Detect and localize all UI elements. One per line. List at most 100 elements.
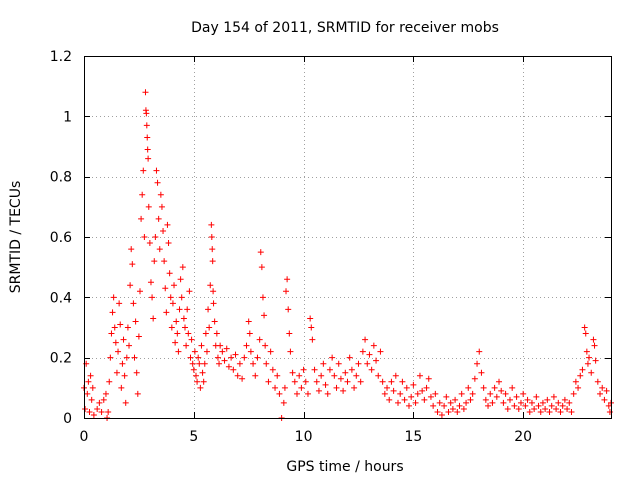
data-point	[568, 408, 575, 415]
data-point	[96, 399, 103, 406]
data-point	[209, 258, 216, 265]
data-point	[449, 405, 456, 412]
data-point	[423, 384, 430, 391]
data-point	[348, 366, 355, 373]
data-point	[489, 399, 496, 406]
data-point	[577, 372, 584, 379]
data-point	[102, 390, 109, 397]
data-point	[502, 390, 509, 397]
data-point	[397, 390, 404, 397]
y-axis-label: SRMTID / TECUs	[8, 181, 24, 294]
data-point	[302, 378, 309, 385]
data-point	[210, 300, 217, 307]
data-point	[164, 221, 171, 228]
data-point	[188, 336, 195, 343]
data-point	[498, 387, 505, 394]
data-point	[403, 384, 410, 391]
data-point	[570, 390, 577, 397]
data-point	[414, 390, 421, 397]
data-point	[520, 390, 527, 397]
x-tick-labels: 0 5 10 15 20	[80, 429, 533, 445]
data-point	[526, 408, 533, 415]
data-point	[487, 390, 494, 397]
data-point	[151, 258, 158, 265]
data-point	[167, 294, 174, 301]
data-point	[243, 342, 250, 349]
data-point	[141, 234, 148, 240]
data-point	[539, 399, 546, 406]
data-point	[410, 381, 417, 388]
data-point	[291, 378, 298, 385]
data-point	[591, 342, 598, 349]
data-point	[149, 294, 156, 301]
data-point	[173, 318, 180, 325]
data-point	[219, 348, 226, 355]
data-point	[112, 339, 119, 346]
data-point	[320, 360, 327, 367]
data-point	[370, 342, 377, 349]
data-point	[434, 408, 441, 415]
data-point	[304, 390, 311, 397]
data-point	[209, 246, 216, 253]
data-point	[441, 402, 448, 409]
data-point	[592, 357, 599, 364]
data-point	[162, 285, 169, 292]
data-point	[257, 249, 264, 256]
data-point	[152, 234, 159, 240]
data-point	[377, 348, 384, 355]
data-point	[337, 375, 344, 382]
chart-title: Day 154 of 2011, SRMTID for receiver mob…	[191, 20, 499, 36]
data-point	[155, 215, 162, 222]
data-point	[261, 312, 268, 319]
data-point	[425, 375, 432, 382]
data-point	[458, 390, 465, 397]
data-point	[533, 393, 540, 400]
data-point	[87, 372, 94, 379]
data-point	[298, 384, 305, 391]
data-point	[256, 336, 263, 343]
x-tick-label: 20	[514, 429, 532, 445]
data-point	[107, 354, 114, 361]
data-point	[476, 348, 483, 355]
data-point	[179, 264, 186, 271]
data-point	[559, 402, 566, 409]
data-point	[117, 321, 124, 328]
data-point	[247, 348, 254, 355]
data-point	[322, 381, 329, 388]
data-point	[412, 399, 419, 406]
data-point	[575, 384, 582, 391]
data-point	[392, 372, 399, 379]
data-point	[597, 390, 604, 397]
data-point	[588, 369, 595, 376]
data-point	[157, 191, 164, 198]
data-point	[375, 372, 382, 379]
data-point	[590, 336, 597, 343]
data-point	[120, 336, 127, 343]
data-point	[500, 399, 507, 406]
data-point	[217, 342, 224, 349]
data-point	[447, 399, 454, 406]
data-point	[386, 396, 393, 403]
data-point	[156, 246, 163, 253]
data-point	[528, 399, 535, 406]
data-point	[272, 384, 279, 391]
data-point	[384, 384, 391, 391]
data-point	[166, 270, 173, 277]
data-point	[109, 309, 116, 316]
data-point	[191, 348, 198, 355]
data-point	[262, 342, 269, 349]
data-point	[601, 396, 608, 403]
data-point	[276, 390, 283, 397]
data-point	[214, 354, 221, 361]
data-point	[366, 351, 373, 358]
data-point	[140, 167, 147, 174]
data-point	[308, 324, 315, 331]
data-point	[171, 282, 178, 289]
data-point	[522, 402, 529, 409]
data-point	[127, 282, 134, 289]
data-point	[252, 372, 259, 379]
data-point	[143, 110, 150, 117]
data-point	[205, 306, 212, 313]
data-point	[145, 203, 152, 210]
data-point	[603, 387, 610, 394]
